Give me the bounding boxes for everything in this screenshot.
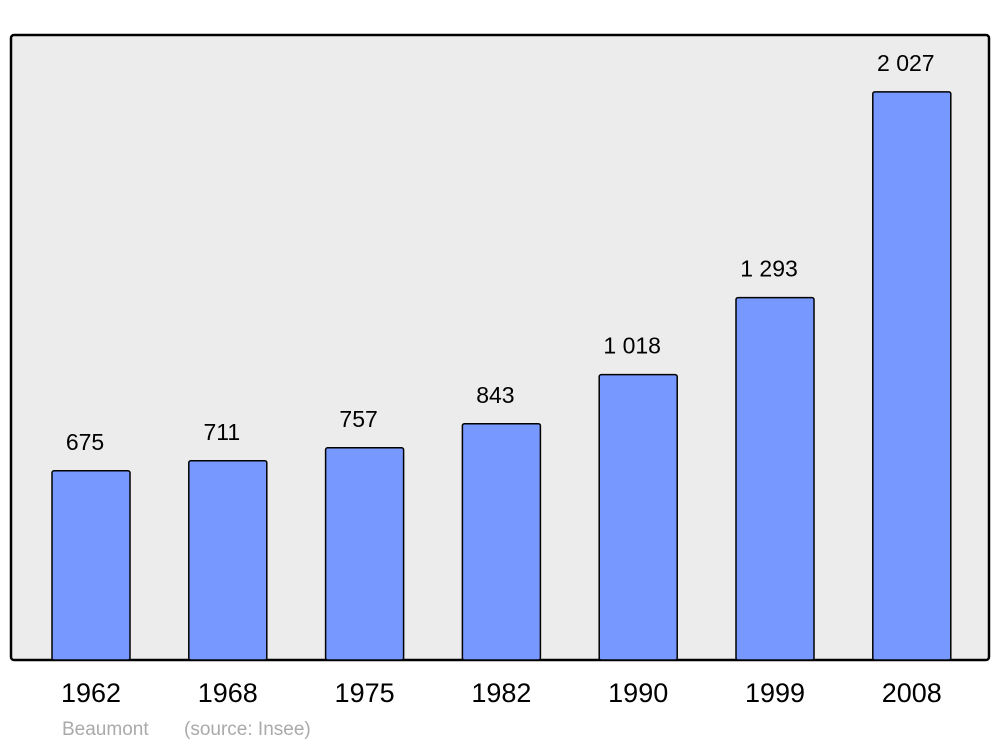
value-label: 843: [476, 382, 514, 408]
x-tick-label: 1968: [198, 678, 258, 708]
value-label: 757: [339, 406, 377, 432]
x-tick-label: 1975: [335, 678, 395, 708]
chart-title: Beaumont: [62, 719, 149, 740]
bar: [598, 373, 678, 661]
x-tick-label: 1962: [61, 678, 121, 708]
bar: [324, 447, 405, 661]
x-tick-label: 1999: [745, 678, 805, 708]
x-tick-label: 1982: [471, 678, 531, 708]
value-label: 675: [66, 429, 104, 455]
bar: [188, 459, 268, 661]
bar: [872, 91, 952, 661]
x-tick-label: 2008: [882, 678, 942, 708]
bar: [461, 422, 542, 661]
value-label: 711: [203, 419, 240, 445]
value-label: 1 293: [740, 256, 798, 282]
value-label: 2 027: [877, 50, 935, 76]
x-tick-label: 1990: [608, 678, 668, 708]
bar: [51, 470, 131, 661]
value-label: 1 018: [603, 333, 661, 359]
chart-subtitle: (source: Insee): [184, 719, 311, 740]
bar: [735, 296, 815, 661]
